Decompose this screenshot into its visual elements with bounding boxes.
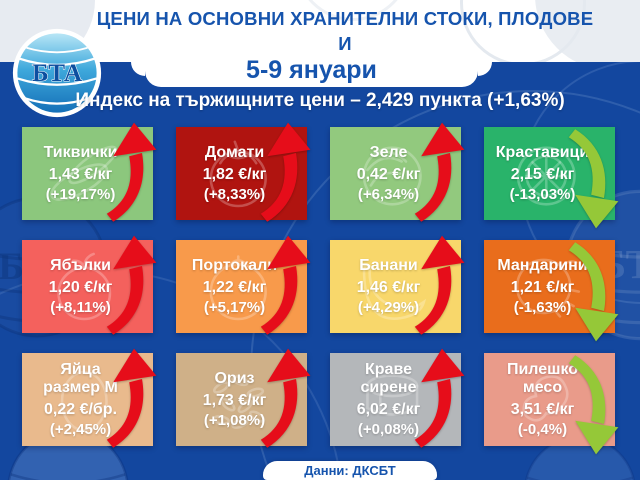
down-arrow-icon: [568, 242, 619, 342]
tile-text: Тиквички 1,43 €/кг (+19,17%): [22, 127, 153, 220]
zucchini-icon: [50, 145, 118, 201]
egg-icon: [60, 370, 108, 432]
product-price: 1,82 €/кг: [202, 165, 267, 183]
product-name: Мандарини: [497, 256, 588, 274]
product-change: (+6,34%): [357, 185, 420, 203]
product-name: Ориз: [214, 369, 255, 387]
date-tab: 5-9 януари: [131, 56, 492, 87]
product-change: (+2,45%): [49, 420, 112, 438]
up-arrow-icon: [106, 235, 157, 335]
tile-text: Банани 1,46 €/кг (+4,29%): [330, 240, 461, 333]
up-arrow-icon: [106, 348, 157, 448]
product-name: Краставици: [495, 143, 590, 161]
price-tile-rice: Ориз 1,73 €/кг (+1,08%): [176, 348, 311, 448]
tile-text: Яйца размер M 0,22 €/бр. (+2,45%): [22, 353, 153, 446]
cucumber-slice-icon: [516, 146, 576, 206]
up-arrow-icon: [414, 122, 465, 222]
header-band: ЦЕНИ НА ОСНОВНИ ХРАНИТЕЛНИ СТОКИ, ПЛОДОВ…: [0, 0, 640, 62]
product-name: Яйца размер M: [43, 360, 118, 396]
product-price: 3,51 €/кг: [510, 400, 575, 418]
price-tiles-grid: Тиквички 1,43 €/кг (+19,17%) Домати 1,82…: [22, 122, 619, 455]
product-name: Банани: [359, 256, 418, 274]
tile-text: Краставици 2,15 €/кг (-13,03%): [484, 127, 615, 220]
tile-text: Пилешко месо 3,51 €/кг (-0,4%): [484, 353, 615, 446]
product-name: Краве сирене: [360, 360, 417, 396]
price-tile-cucumbers: Краставици 2,15 €/кг (-13,03%): [484, 127, 619, 229]
bta-logo: БТА: [12, 28, 102, 118]
product-price: 6,02 €/кг: [356, 400, 421, 418]
price-tile-oranges: Портокали 1,22 €/кг (+5,17%): [176, 235, 311, 335]
up-arrow-icon: [260, 122, 311, 222]
product-change: (+0,08%): [357, 420, 420, 438]
page-title: ЦЕНИ НА ОСНОВНИ ХРАНИТЕЛНИ СТОКИ, ПЛОДОВ…: [95, 6, 595, 62]
product-change: (+1,08%): [203, 411, 266, 429]
price-tile-apples: Ябълки 1,20 €/кг (+8,11%): [22, 235, 157, 335]
product-change: (+4,29%): [357, 298, 420, 316]
product-change: (-13,03%): [509, 185, 576, 203]
up-arrow-icon: [260, 235, 311, 335]
title-line-2: ЗЕЛЕНЧУЦИ НА БОРСИТЕ У НАС ПРЕЗ СЕДМИЦАТ…: [95, 56, 595, 62]
price-tile-cheese: Краве сирене 6,02 €/кг (+0,08%): [330, 348, 465, 448]
product-change: (+5,17%): [203, 298, 266, 316]
tile-text: Ориз 1,73 €/кг (+1,08%): [176, 353, 307, 446]
product-name: Тиквички: [43, 143, 118, 161]
down-arrow-icon: [568, 355, 619, 455]
product-name: Портокали: [191, 256, 278, 274]
product-price: 1,20 €/кг: [48, 278, 113, 296]
product-change: (+8,11%): [50, 298, 111, 316]
down-arrow-icon: [568, 129, 619, 229]
up-arrow-icon: [260, 348, 311, 448]
tile-text: Мандарини 1,21 €/кг (-1,63%): [484, 240, 615, 333]
price-tile-eggs: Яйца размер M 0,22 €/бр. (+2,45%): [22, 348, 157, 448]
price-tile-zucchini: Тиквички 1,43 €/кг (+19,17%): [22, 122, 157, 222]
product-change: (-0,4%): [517, 420, 568, 438]
tab-fillet: [478, 62, 492, 76]
orange-icon: [209, 255, 267, 321]
product-price: 0,42 €/кг: [356, 165, 421, 183]
logo-text: БТА: [32, 60, 82, 87]
data-source-badge: Данни: ДКСБТ: [263, 461, 437, 480]
product-name: Пилешко месо: [506, 360, 579, 396]
cheese-icon: [366, 374, 419, 416]
banana-icon: [362, 264, 427, 320]
product-price: 1,46 €/кг: [356, 278, 421, 296]
up-arrow-icon: [106, 122, 157, 222]
up-arrow-icon: [414, 348, 465, 448]
product-price: 1,43 €/кг: [48, 165, 113, 183]
product-price: 1,73 €/кг: [202, 391, 267, 409]
title-line-1: ЦЕНИ НА ОСНОВНИ ХРАНИТЕЛНИ СТОКИ, ПЛОДОВ…: [96, 8, 594, 54]
product-price: 1,22 €/кг: [202, 278, 267, 296]
product-change: (-1,63%): [513, 298, 572, 316]
price-tile-chicken: Пилешко месо 3,51 €/кг (-0,4%): [484, 353, 619, 455]
product-name: Зеле: [369, 143, 408, 161]
product-price: 2,15 €/кг: [510, 165, 575, 183]
tile-text: Краве сирене 6,02 €/кг (+0,08%): [330, 353, 461, 446]
product-price: 1,21 €/кг: [510, 278, 575, 296]
market-index-line: Индекс на тържищните цени – 2,429 пункта…: [75, 90, 565, 111]
up-arrow-icon: [414, 235, 465, 335]
tomato-icon: [209, 140, 267, 208]
chicken-icon: [522, 375, 569, 422]
data-source-text: Данни: ДКСБТ: [304, 463, 396, 478]
product-name: Домати: [204, 143, 265, 161]
product-change: (+19,17%): [45, 185, 116, 203]
tile-text: Домати 1,82 €/кг (+8,33%): [176, 127, 307, 220]
tab-fillet: [131, 62, 145, 76]
date-range: 5-9 януари: [246, 56, 377, 84]
product-price: 0,22 €/бр.: [43, 400, 118, 418]
price-tile-mandarins: Мандарини 1,21 €/кг (-1,63%): [484, 240, 619, 342]
price-tile-bananas: Банани 1,46 €/кг (+4,29%): [330, 235, 465, 335]
apple-icon: [57, 252, 112, 321]
product-name: Ябълки: [50, 256, 111, 274]
tile-text: Ябълки 1,20 €/кг (+8,11%): [22, 240, 153, 333]
product-change: (+8,33%): [203, 185, 266, 203]
price-tile-tomatoes: Домати 1,82 €/кг (+8,33%): [176, 122, 311, 222]
price-tile-cabbage: Зеле 0,42 €/кг (+6,34%): [330, 122, 465, 222]
mandarin-icon: [515, 258, 581, 318]
tile-text: Портокали 1,22 €/кг (+5,17%): [176, 240, 307, 333]
cabbage-icon: [362, 146, 422, 206]
tile-text: Зеле 0,42 €/кг (+6,34%): [330, 127, 461, 220]
rice-icon: [212, 375, 266, 429]
